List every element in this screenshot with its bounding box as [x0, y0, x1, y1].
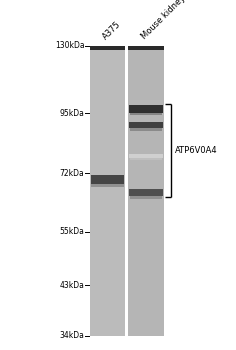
Bar: [91, 175, 125, 184]
Bar: [130, 196, 162, 199]
Bar: [128, 46, 164, 50]
Text: 43kDa: 43kDa: [60, 281, 84, 290]
Text: 34kDa: 34kDa: [60, 331, 84, 341]
Bar: [130, 158, 162, 160]
Bar: [129, 105, 163, 113]
Text: A375: A375: [101, 20, 123, 41]
Bar: [130, 112, 162, 116]
Text: 55kDa: 55kDa: [60, 227, 84, 236]
Text: 130kDa: 130kDa: [55, 41, 84, 50]
Text: Mouse kidney: Mouse kidney: [140, 0, 187, 41]
Text: ATP6V0A4: ATP6V0A4: [175, 146, 218, 155]
Bar: [129, 122, 163, 128]
Bar: [129, 189, 163, 196]
Bar: [90, 46, 126, 336]
Bar: [128, 46, 164, 336]
Bar: [91, 184, 124, 187]
Text: 95kDa: 95kDa: [60, 109, 84, 118]
Bar: [130, 128, 162, 131]
Bar: [129, 154, 163, 159]
Text: 72kDa: 72kDa: [60, 169, 84, 178]
Bar: [90, 46, 126, 50]
